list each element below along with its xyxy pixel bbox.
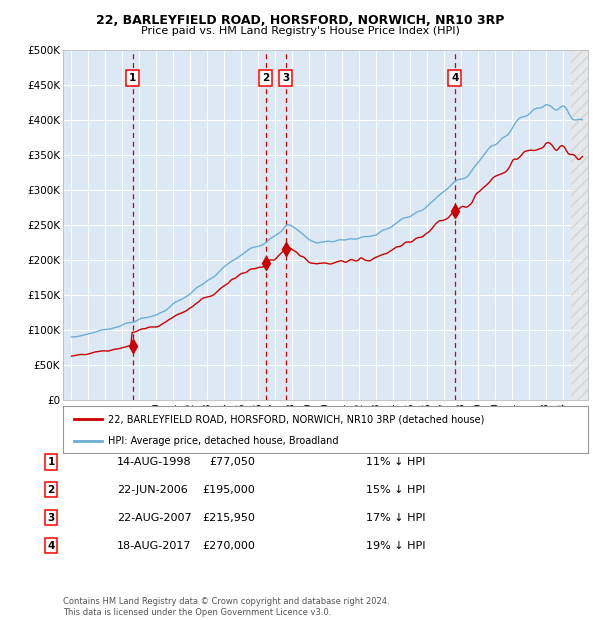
Text: 3: 3 bbox=[47, 513, 55, 523]
Text: 2: 2 bbox=[262, 73, 269, 82]
Text: Contains HM Land Registry data © Crown copyright and database right 2024.
This d: Contains HM Land Registry data © Crown c… bbox=[63, 598, 389, 617]
Text: 4: 4 bbox=[451, 73, 458, 82]
Text: 22, BARLEYFIELD ROAD, HORSFORD, NORWICH, NR10 3RP (detached house): 22, BARLEYFIELD ROAD, HORSFORD, NORWICH,… bbox=[107, 414, 484, 424]
Text: 11% ↓ HPI: 11% ↓ HPI bbox=[366, 457, 425, 467]
Bar bbox=[571, 50, 588, 400]
Text: 22-AUG-2007: 22-AUG-2007 bbox=[117, 513, 191, 523]
Text: 1: 1 bbox=[129, 73, 136, 82]
Text: 19% ↓ HPI: 19% ↓ HPI bbox=[366, 541, 425, 551]
Text: 4: 4 bbox=[47, 541, 55, 551]
Text: 22-JUN-2006: 22-JUN-2006 bbox=[117, 485, 188, 495]
Text: 22, BARLEYFIELD ROAD, HORSFORD, NORWICH, NR10 3RP: 22, BARLEYFIELD ROAD, HORSFORD, NORWICH,… bbox=[96, 14, 504, 27]
Text: 15% ↓ HPI: 15% ↓ HPI bbox=[366, 485, 425, 495]
Text: 2: 2 bbox=[47, 485, 55, 495]
Text: £215,950: £215,950 bbox=[202, 513, 255, 523]
Text: £77,050: £77,050 bbox=[209, 457, 255, 467]
Text: 1: 1 bbox=[47, 457, 55, 467]
Text: Price paid vs. HM Land Registry's House Price Index (HPI): Price paid vs. HM Land Registry's House … bbox=[140, 26, 460, 36]
Text: HPI: Average price, detached house, Broadland: HPI: Average price, detached house, Broa… bbox=[107, 436, 338, 446]
Text: 17% ↓ HPI: 17% ↓ HPI bbox=[366, 513, 425, 523]
Text: 3: 3 bbox=[282, 73, 289, 82]
Text: 14-AUG-1998: 14-AUG-1998 bbox=[117, 457, 191, 467]
Text: 18-AUG-2017: 18-AUG-2017 bbox=[117, 541, 191, 551]
Text: £195,000: £195,000 bbox=[202, 485, 255, 495]
Text: £270,000: £270,000 bbox=[202, 541, 255, 551]
